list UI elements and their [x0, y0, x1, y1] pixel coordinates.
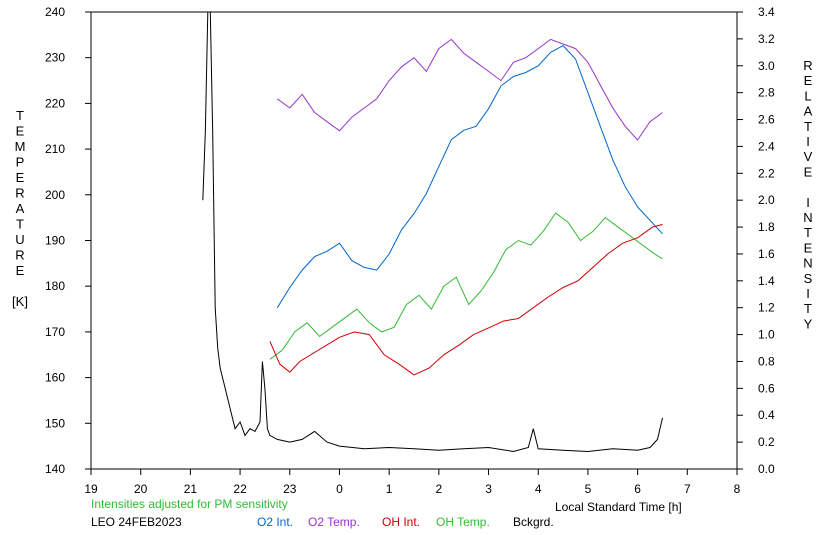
y-left-tick-label: 160 [45, 371, 65, 385]
note-text: Intensities adjusted for PM sensitivity [91, 497, 288, 511]
y-right-tick-label: 0.8 [758, 354, 775, 368]
y-right-label-char: E [804, 240, 813, 255]
legend-item: OH Temp. [436, 515, 490, 529]
x-tick-label: 0 [336, 482, 343, 496]
y-right-tick-label: 0.4 [758, 408, 775, 422]
y-right-tick-label: 2.4 [758, 139, 775, 153]
y-left-tick-label: 190 [45, 234, 65, 248]
station-label: LEO 24FEB2023 [91, 515, 182, 529]
legend-item: O2 Temp. [308, 515, 360, 529]
legend-item: OH Int. [382, 515, 420, 529]
y-left-tick-label: 230 [45, 51, 65, 65]
x-tick-label: 6 [634, 482, 641, 496]
y-right-tick-label: 2.8 [758, 86, 775, 100]
y-left-label-char: R [15, 248, 24, 263]
y-right-label-char: T [804, 301, 812, 316]
series-layer [202, 11, 663, 453]
y-right-tick-label: 0.2 [758, 435, 775, 449]
y-left-label-char: T [16, 108, 24, 123]
y-right-label-char: E [804, 73, 813, 88]
y-right-label-char: V [804, 149, 813, 164]
y-right-label-char: I [806, 286, 810, 301]
y-right-tick-label: 1.2 [758, 301, 775, 315]
y-left-label-char: A [16, 201, 25, 216]
plot-frame [90, 11, 738, 470]
x-tick-label: 22 [233, 482, 247, 496]
legend-item: Bckgrd. [513, 515, 554, 529]
y-right-tick-label: 1.8 [758, 220, 775, 234]
legend-item: O2 Int. [257, 515, 293, 529]
series-line-oh-int [269, 223, 663, 376]
y-right-tick-label: 2.2 [758, 166, 775, 180]
y-left-tick-label: 220 [45, 96, 65, 110]
series-line-bckgrd [202, 11, 663, 453]
y-right-tick-label: 2.6 [758, 113, 775, 127]
series-line-oh-temp [269, 212, 663, 360]
y-left-label-char: E [16, 124, 25, 139]
y-left-label-char: [K] [12, 294, 28, 309]
y-right-label-char: N [803, 210, 812, 225]
y-right-label-char: I [806, 195, 810, 210]
y-right-label-char: N [803, 256, 812, 271]
y-left-label-char: E [16, 170, 25, 185]
y-left-tick-label: 240 [45, 5, 65, 19]
y-right-label-char: R [803, 58, 812, 73]
y-right-label-char: Y [804, 316, 813, 331]
y-right-tick-label: 1.6 [758, 247, 775, 261]
y-right-label-char: I [806, 134, 810, 149]
y-right-tick-label: 3.4 [758, 5, 775, 19]
y-left-label-char: R [15, 186, 24, 201]
x-tick-label: 23 [283, 482, 297, 496]
y-axis-right: 0.0 0.2 0.4 0.6 0.8 1.0 1.2 1.4 1.6 1.8 2.0 2.2 2.4 2… [737, 5, 775, 476]
y-right-label-char: L [804, 88, 811, 103]
y-right-tick-label: 3.2 [758, 32, 775, 46]
series-line-o2-temp [277, 38, 663, 141]
y-left-tick-label: 200 [45, 188, 65, 202]
x-tick-label: 19 [84, 482, 98, 496]
y-right-tick-label: 0.0 [758, 462, 775, 476]
y-left-label-char: P [16, 155, 25, 170]
y-axis-left: 140 150 160 170 180 190 200 210 220 230 240 [45, 5, 91, 476]
y-left-label-char: U [15, 232, 24, 247]
x-tick-label: 1 [386, 482, 393, 496]
y-right-label-char: T [804, 225, 812, 240]
x-tick-label: 20 [134, 482, 148, 496]
y-left-label-char: T [16, 217, 24, 232]
y-left-label-char: M [15, 139, 26, 154]
x-tick-label: 3 [485, 482, 492, 496]
y-right-tick-label: 2.0 [758, 193, 775, 207]
x-tick-label: 8 [734, 482, 741, 496]
x-axis: 19 20 21 22 23 0 1 2 3 4 5 6 7 8 [84, 469, 741, 496]
y-right-label-char: E [804, 164, 813, 179]
y-right-label-char: A [804, 104, 813, 119]
x-tick-label: 5 [585, 482, 592, 496]
x-tick-label: 4 [535, 482, 542, 496]
y-left-tick-label: 140 [45, 462, 65, 476]
y-right-label-char: S [804, 271, 813, 286]
y-right-tick-label: 0.6 [758, 381, 775, 395]
y-left-label-char: E [16, 263, 25, 278]
series-line-o2-int [276, 44, 663, 308]
legend: O2 Int. O2 Temp. OH Int. OH Temp. Bckgrd. [257, 515, 554, 529]
y-left-tick-label: 150 [45, 416, 65, 430]
x-tick-label: 2 [436, 482, 443, 496]
x-axis-label: Local Standard Time [h] [555, 500, 682, 514]
y-left-tick-label: 180 [45, 279, 65, 293]
x-tick-label: 21 [184, 482, 198, 496]
y-left-tick-label: 210 [45, 142, 65, 156]
x-tick-label: 7 [684, 482, 691, 496]
y-left-tick-label: 170 [45, 325, 65, 339]
y-right-tick-label: 1.4 [758, 274, 775, 288]
y-right-label-char: T [804, 119, 812, 134]
y-right-tick-label: 3.0 [758, 59, 775, 73]
y-right-tick-label: 1.0 [758, 328, 775, 342]
